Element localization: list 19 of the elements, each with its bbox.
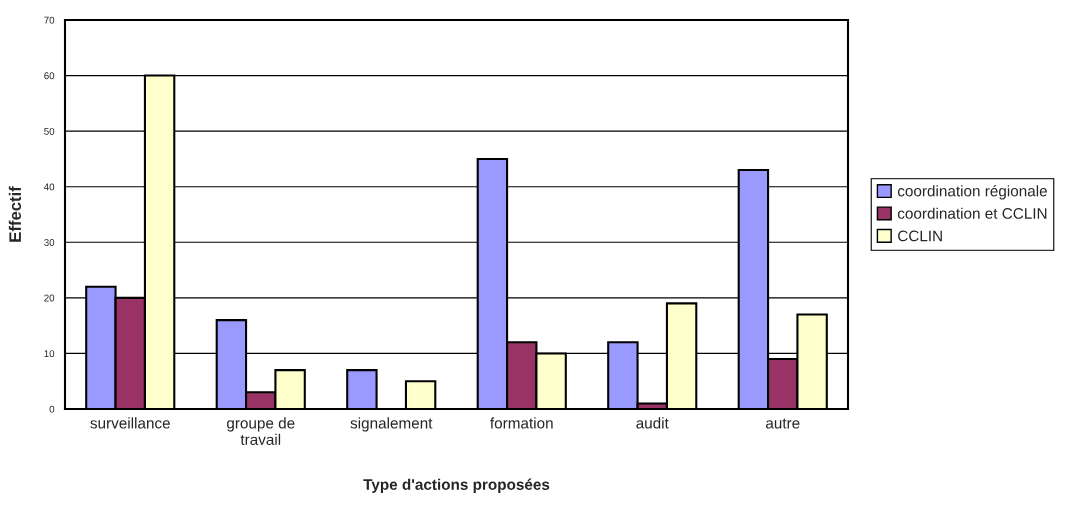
x-tick-label: audit: [636, 417, 669, 429]
y-tick-label: 50: [44, 127, 55, 135]
x-tick-label: formation: [490, 417, 553, 429]
legend-label: CCLIN: [898, 230, 942, 242]
y-axis-title: Effectif: [8, 186, 22, 242]
y-tick-label: 70: [44, 16, 55, 24]
x-tick-label: groupe de travail: [226, 417, 295, 446]
x-tick-label: surveillance: [90, 417, 170, 429]
y-tick-label: 0: [49, 405, 55, 413]
x-axis-title: Type d'actions proposées: [363, 478, 550, 493]
x-tick-label: autre: [765, 418, 800, 429]
x-tick-label: signalement: [350, 417, 433, 432]
y-tick-label: 40: [43, 183, 55, 191]
y-tick-label: 10: [44, 350, 55, 358]
y-tick-label: 60: [44, 72, 55, 80]
legend-label: coordination et CCLIN: [897, 207, 1047, 219]
y-tick-label: 30: [44, 239, 55, 246]
y-tick-label: 20: [44, 294, 55, 302]
legend-label: coordination régionale: [897, 185, 1047, 200]
